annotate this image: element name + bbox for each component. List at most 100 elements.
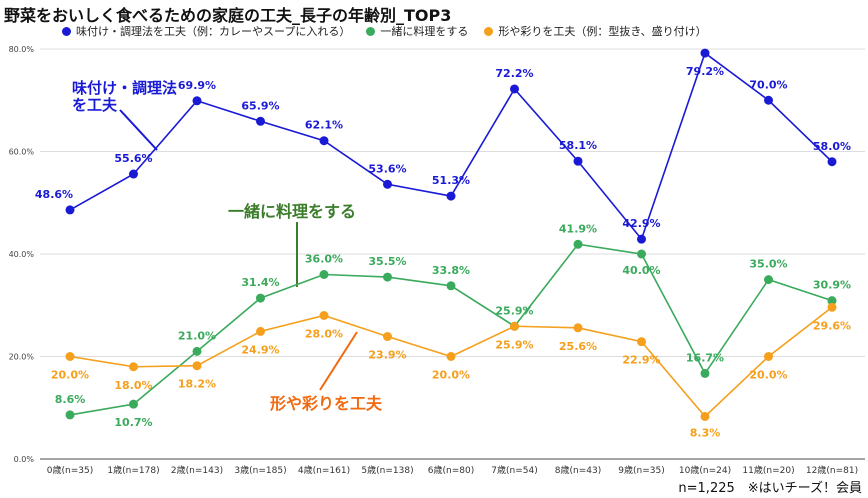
- y-tick-label: 40.0%: [9, 250, 35, 259]
- data-label: 35.5%: [368, 255, 406, 268]
- data-label: 72.2%: [495, 67, 533, 80]
- data-point: [827, 157, 837, 167]
- data-point: [827, 296, 837, 306]
- annotation-green: 一緒に料理をする: [228, 202, 357, 221]
- data-label: 30.9%: [813, 279, 851, 292]
- data-label: 8.6%: [55, 393, 86, 406]
- data-label: 10.7%: [114, 416, 152, 429]
- legend-item: 味付け・調理法を工夫（例：カレーやスープに入れる）: [62, 23, 350, 39]
- legend-label: 一緒に料理をする: [380, 25, 469, 38]
- data-point: [383, 272, 392, 282]
- data-label: 24.9%: [241, 343, 279, 356]
- data-label: 36.0%: [305, 253, 343, 266]
- data-label: 42.9%: [622, 217, 660, 230]
- data-point: [573, 239, 583, 249]
- x-tick-label: 5歳(n=138): [361, 464, 413, 476]
- data-point: [764, 352, 773, 361]
- data-point: [256, 326, 265, 336]
- data-point: [700, 411, 710, 421]
- data-label: 25.6%: [559, 340, 597, 353]
- y-tick-label: 20.0%: [9, 353, 35, 362]
- data-label: 28.0%: [305, 328, 343, 341]
- legend-label: 形や彩りを工夫（例：型抜き、盛り付け）: [498, 25, 707, 38]
- data-label: 40.0%: [622, 264, 660, 277]
- data-label: 8.3%: [690, 426, 721, 439]
- legend-item: 形や彩りを工夫（例：型抜き、盛り付け）: [484, 23, 707, 39]
- data-label: 25.9%: [495, 338, 533, 351]
- data-point: [637, 249, 646, 259]
- data-point: [764, 275, 773, 285]
- data-point: [446, 352, 456, 361]
- x-tick-label: 9歳(n=35): [618, 464, 664, 476]
- data-point: [192, 346, 202, 356]
- legend-label: 味付け・調理法を工夫（例：カレーやスープに入れる）: [76, 25, 351, 38]
- data-label: 62.1%: [305, 119, 343, 132]
- data-label: 35.0%: [749, 258, 787, 271]
- data-point: [319, 270, 329, 279]
- x-tick-label: 12歳(n=81): [806, 464, 858, 476]
- data-point: [827, 302, 837, 312]
- data-label: 65.9%: [241, 99, 279, 112]
- x-tick-label: 11歳(n=20): [742, 464, 794, 476]
- data-label: 22.9%: [622, 354, 660, 367]
- data-point: [637, 234, 646, 244]
- y-tick-label: 60.0%: [9, 148, 35, 157]
- data-point: [65, 410, 75, 420]
- data-label: 41.9%: [559, 222, 597, 235]
- data-point: [65, 205, 75, 215]
- data-label: 16.7%: [686, 351, 724, 364]
- data-point: [256, 293, 265, 303]
- chart-title: 野菜をおいしく食べるための家庭の工夫_長子の年齢別_TOP3: [4, 6, 452, 25]
- data-label: 31.4%: [241, 276, 279, 289]
- x-tick-label: 2歳(n=143): [171, 464, 223, 476]
- data-label: 58.1%: [559, 139, 597, 152]
- annotation-blue: 味付け・調理法 を工夫: [72, 79, 178, 114]
- data-label: 55.6%: [114, 152, 152, 165]
- x-tick-label: 6歳(n=80): [428, 464, 474, 476]
- data-label: 23.9%: [368, 349, 406, 362]
- data-label: 69.9%: [178, 79, 216, 92]
- data-point: [383, 179, 392, 189]
- legend-dot-icon: [62, 26, 71, 36]
- data-label: 53.6%: [368, 162, 406, 175]
- annotation-orange: 形や彩りを工夫: [270, 394, 383, 413]
- data-label: 20.0%: [432, 369, 470, 382]
- data-label: 20.0%: [51, 369, 89, 382]
- data-point: [129, 399, 138, 409]
- x-tick-label: 3歳(n=185): [234, 464, 286, 476]
- data-point: [510, 84, 519, 94]
- data-point: [383, 332, 392, 342]
- legend-dot-icon: [366, 26, 376, 36]
- data-label: 51.3%: [432, 174, 470, 187]
- data-point: [65, 352, 75, 361]
- annotation-pointer: [319, 331, 358, 391]
- data-point: [129, 169, 138, 179]
- data-label: 29.6%: [813, 319, 851, 332]
- data-point: [446, 191, 456, 201]
- x-tick-label: 4歳(n=161): [298, 464, 350, 476]
- data-label: 58.0%: [813, 140, 851, 153]
- data-point: [510, 321, 519, 331]
- legend: 味付け・調理法を工夫（例：カレーやスープに入れる） 一緒に料理をする 形や彩りを…: [62, 23, 707, 39]
- data-label: 18.0%: [114, 379, 152, 392]
- data-label: 25.9%: [495, 304, 533, 317]
- data-label: 33.8%: [432, 264, 470, 277]
- data-label: 70.0%: [749, 78, 787, 91]
- data-point: [764, 95, 773, 105]
- data-point: [319, 311, 329, 320]
- legend-item: 一緒に料理をする: [366, 23, 468, 39]
- x-tick-label: 10歳(n=24): [679, 464, 731, 476]
- x-tick-label: 7歳(n=54): [491, 464, 537, 476]
- data-point: [573, 156, 583, 166]
- legend-dot-icon: [484, 26, 494, 36]
- data-point: [573, 323, 583, 333]
- footer-note: n=1,225 ※はいチーズ！会員: [678, 481, 862, 496]
- data-point: [319, 136, 329, 146]
- data-label: 21.0%: [178, 329, 216, 342]
- data-point: [700, 48, 710, 58]
- x-tick-label: 1歳(n=178): [107, 464, 159, 476]
- data-point: [129, 362, 138, 372]
- data-label: 48.6%: [35, 188, 73, 201]
